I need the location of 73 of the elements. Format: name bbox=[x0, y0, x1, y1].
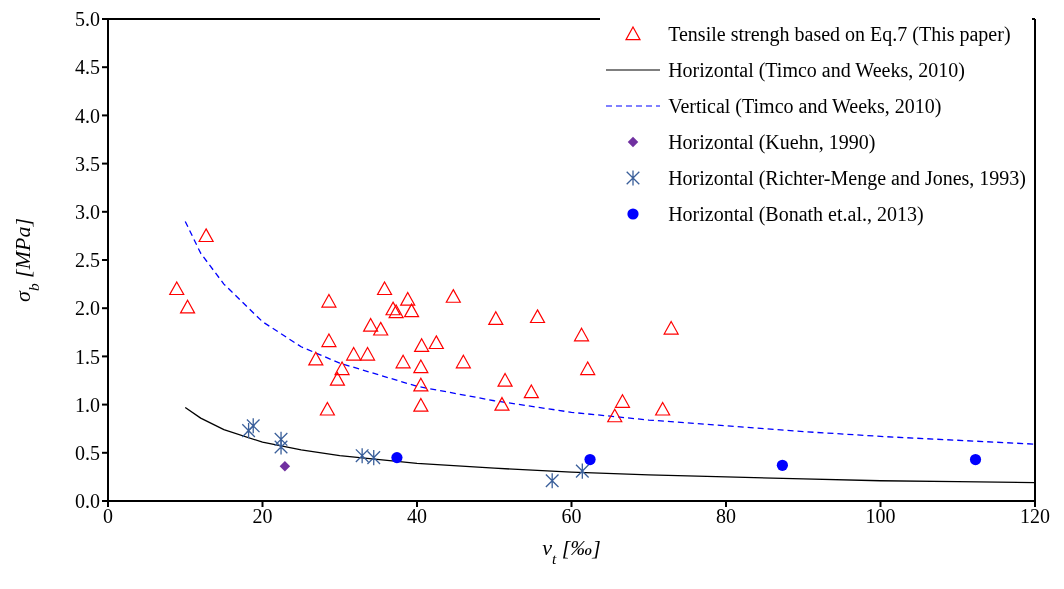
legend-label: Horizontal (Bonath et.al., 2013) bbox=[668, 202, 924, 225]
point bbox=[308, 351, 324, 366]
point bbox=[413, 377, 429, 392]
point bbox=[329, 371, 346, 386]
point bbox=[413, 359, 429, 374]
y-tick-label: 3.5 bbox=[75, 152, 100, 175]
point bbox=[455, 354, 471, 369]
legend-label: Horizontal (Richter-Menge and Jones, 1993) bbox=[668, 166, 1026, 189]
point bbox=[497, 372, 513, 387]
point bbox=[607, 408, 623, 423]
point bbox=[494, 397, 510, 411]
point bbox=[198, 228, 214, 243]
point bbox=[403, 303, 420, 318]
point bbox=[663, 320, 679, 335]
y-tick-label: 4.5 bbox=[75, 56, 100, 79]
legend-label: Tensile strengh based on Eq.7 (This paper) bbox=[668, 22, 1011, 45]
point bbox=[573, 327, 590, 342]
point bbox=[969, 453, 982, 466]
y-tick-label: 0.0 bbox=[75, 490, 100, 513]
point bbox=[395, 354, 411, 369]
point bbox=[545, 472, 560, 489]
point bbox=[321, 293, 337, 308]
point bbox=[776, 459, 788, 471]
point bbox=[400, 291, 416, 306]
y-tick-label: 3.0 bbox=[75, 200, 100, 223]
legend-label: Horizontal (Timco and Weeks, 2010) bbox=[668, 58, 965, 81]
point bbox=[614, 394, 631, 408]
point bbox=[376, 281, 393, 296]
point bbox=[334, 361, 350, 376]
point bbox=[428, 335, 444, 350]
point bbox=[359, 346, 376, 361]
y-tick-label: 1.0 bbox=[75, 393, 100, 416]
point bbox=[321, 333, 337, 348]
legend-label: Horizontal (Kuehn, 1990) bbox=[668, 130, 876, 153]
point bbox=[414, 338, 430, 352]
x-tick-label: 80 bbox=[716, 505, 736, 528]
point bbox=[366, 449, 381, 466]
y-tick-label: 0.5 bbox=[75, 441, 100, 464]
point bbox=[529, 309, 546, 324]
point bbox=[319, 401, 335, 416]
y-tick-label: 4.0 bbox=[75, 104, 100, 127]
x-tick-label: 100 bbox=[865, 505, 896, 528]
point bbox=[355, 447, 370, 464]
point bbox=[584, 453, 596, 466]
point bbox=[655, 401, 671, 416]
y-tick-label: 5.0 bbox=[75, 8, 100, 31]
x-tick-label: 20 bbox=[252, 505, 273, 528]
point bbox=[274, 438, 288, 456]
point bbox=[363, 317, 379, 332]
point bbox=[391, 452, 403, 464]
y-tick-label: 2.5 bbox=[75, 249, 100, 272]
legend-label: Vertical (Timco and Weeks, 2010) bbox=[668, 94, 942, 117]
point bbox=[413, 397, 429, 412]
point bbox=[580, 361, 596, 376]
point bbox=[523, 384, 539, 399]
point bbox=[179, 299, 196, 314]
point bbox=[575, 462, 590, 480]
point bbox=[488, 311, 504, 325]
x-tick-label: 60 bbox=[561, 505, 582, 528]
point bbox=[373, 321, 389, 336]
point bbox=[274, 431, 288, 448]
point bbox=[246, 417, 261, 435]
point bbox=[169, 281, 185, 296]
point bbox=[346, 346, 362, 361]
y-tick-label: 2.0 bbox=[75, 297, 100, 320]
x-axis-title: v$_{t}$ [‰] bbox=[542, 535, 601, 567]
x-tick-label: 40 bbox=[407, 505, 427, 528]
y-tick-label: 1.5 bbox=[75, 345, 100, 368]
point bbox=[445, 289, 461, 303]
point bbox=[279, 461, 291, 472]
point bbox=[241, 422, 256, 439]
x-tick-label: 120 bbox=[1020, 505, 1050, 528]
x-tick-label: 0 bbox=[103, 505, 113, 528]
